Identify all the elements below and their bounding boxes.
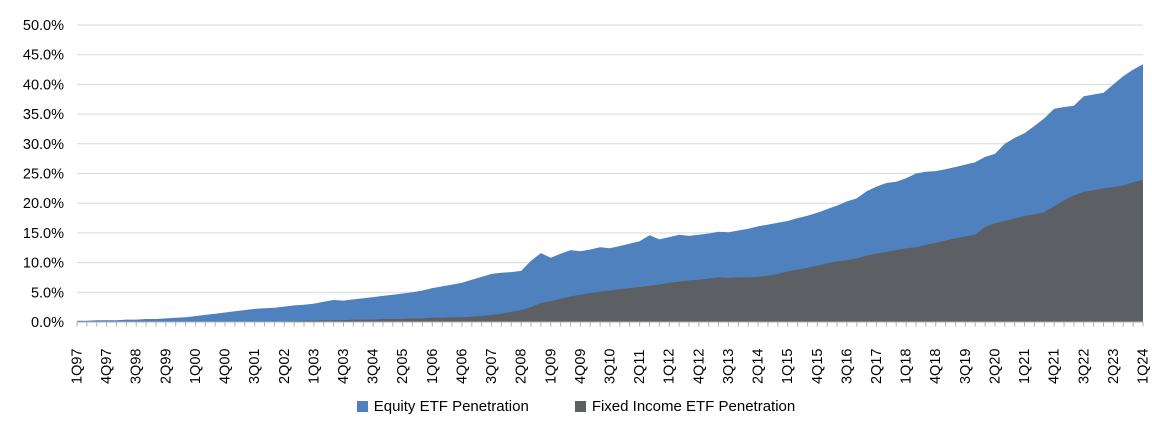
x-axis-label: 1Q12 xyxy=(662,349,678,384)
x-axis-label: 2Q20 xyxy=(987,349,1003,384)
x-axis-label: 3Q22 xyxy=(1076,349,1092,384)
equity-legend-swatch xyxy=(356,401,368,412)
x-axis-label: 2Q05 xyxy=(395,349,411,384)
x-axis-label: 4Q00 xyxy=(218,349,234,384)
x-axis-label: 3Q13 xyxy=(721,349,737,384)
x-axis-label: 4Q12 xyxy=(691,349,707,384)
x-axis-label: 3Q98 xyxy=(129,349,145,384)
x-axis-label: 2Q14 xyxy=(751,349,767,384)
x-axis-label: 1Q09 xyxy=(543,349,559,384)
x-axis-label: 1Q24 xyxy=(1136,349,1152,384)
y-axis-label: 5.0% xyxy=(31,285,64,301)
x-axis-label: 3Q19 xyxy=(958,349,974,384)
y-axis-label: 25.0% xyxy=(23,167,64,183)
x-axis-label: 4Q21 xyxy=(1047,349,1063,384)
chart-legend: Equity ETF Penetration Fixed Income ETF … xyxy=(0,398,1152,415)
x-axis-label: 3Q01 xyxy=(247,349,263,384)
y-axis-label: 15.0% xyxy=(23,226,64,242)
x-axis-label: 1Q00 xyxy=(188,349,204,384)
x-axis-label: 1Q97 xyxy=(70,349,86,384)
x-axis-label: 2Q99 xyxy=(158,349,174,384)
y-axis-label: 50.0% xyxy=(23,18,64,34)
x-axis-label: 2Q02 xyxy=(277,349,293,384)
x-axis-label: 4Q06 xyxy=(454,349,470,384)
x-axis-label: 1Q06 xyxy=(425,349,441,384)
x-axis-label: 3Q07 xyxy=(484,349,500,384)
x-axis-label: 1Q18 xyxy=(899,349,915,384)
x-axis-label: 2Q17 xyxy=(869,349,885,384)
y-axis-label: 45.0% xyxy=(23,48,64,64)
x-axis-label: 3Q16 xyxy=(839,349,855,384)
x-axis-label: 3Q10 xyxy=(603,349,619,384)
x-axis-label: 1Q03 xyxy=(306,349,322,384)
x-axis-label: 2Q08 xyxy=(514,349,530,384)
chart-canvas: 0.0% 5.0% 10.0% 15.0% 20.0% 25.0% 30.0% 35.0% 40… xyxy=(23,18,1152,384)
x-axis-label: 3Q04 xyxy=(366,349,382,384)
x-axis-label: 4Q09 xyxy=(573,349,589,384)
y-axis-label: 0.0% xyxy=(31,315,64,331)
legend-item-equity: Equity ETF Penetration xyxy=(356,398,529,415)
x-axis-label: 4Q15 xyxy=(810,349,826,384)
y-axis-label: 30.0% xyxy=(23,137,64,153)
x-axis-label: 1Q21 xyxy=(1017,349,1033,384)
x-axis-label: 1Q15 xyxy=(780,349,796,384)
fixed-income-legend-label: Fixed Income ETF Penetration xyxy=(591,398,796,415)
fixed-income-area xyxy=(77,180,1143,322)
legend-item-fixed-income: Fixed Income ETF Penetration xyxy=(574,398,796,415)
x-axis-label: 2Q11 xyxy=(632,350,648,384)
y-axis-label: 35.0% xyxy=(23,107,64,123)
y-axis-label: 10.0% xyxy=(23,256,64,272)
y-axis-label: 20.0% xyxy=(23,196,64,212)
equity-legend-label: Equity ETF Penetration xyxy=(373,398,529,415)
x-axis-label: 2Q23 xyxy=(1106,349,1122,384)
x-axis-label: 4Q03 xyxy=(336,349,352,384)
x-axis-label: 4Q18 xyxy=(928,349,944,384)
y-axis-label: 40.0% xyxy=(23,77,64,93)
fixed-income-legend-swatch xyxy=(574,401,586,412)
x-axis-label: 4Q97 xyxy=(99,349,115,384)
